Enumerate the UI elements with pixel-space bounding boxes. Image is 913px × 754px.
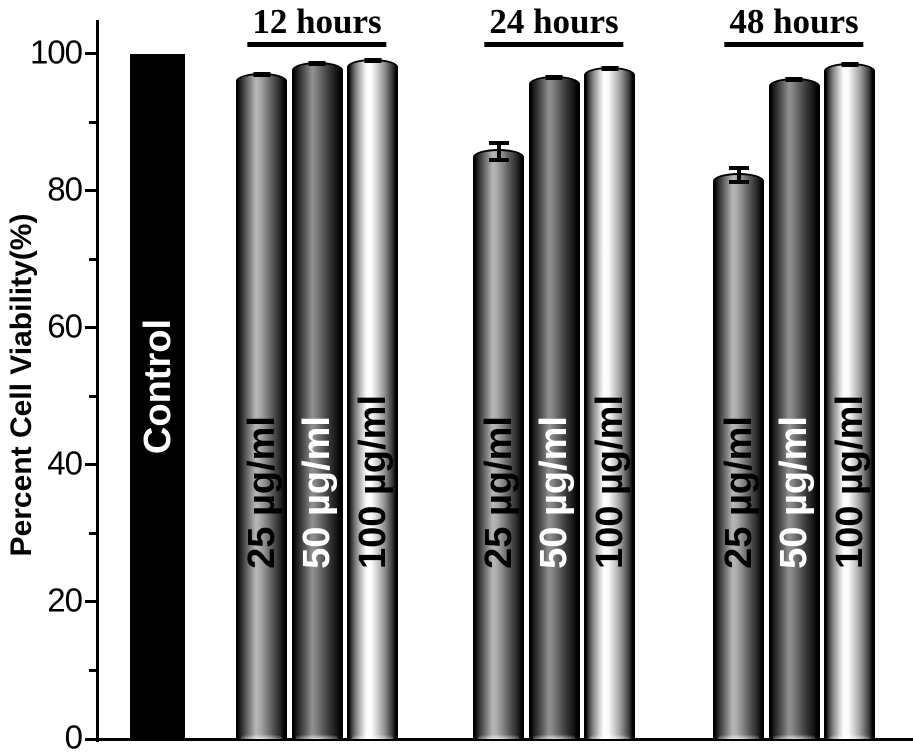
bar-label: 50 µg/ml	[533, 416, 575, 569]
y-axis-title: Percent Cell Viability(%)	[5, 213, 38, 557]
y-minor-tick	[89, 668, 97, 672]
y-tick-label: 0	[64, 718, 83, 754]
error-bar-cap	[545, 75, 563, 81]
group-header: 48 hours	[724, 3, 864, 47]
y-tick-label: 40	[47, 444, 83, 482]
y-major-tick	[85, 52, 97, 55]
bar-12-hours-100-µg-ml: 100 µg/ml	[347, 57, 398, 740]
y-minor-tick	[89, 531, 97, 535]
bar-48-hours-25-µg-ml: 25 µg/ml	[713, 165, 764, 740]
bar-24-hours-25-µg-ml: 25 µg/ml	[473, 140, 524, 739]
bar-label: 25 µg/ml	[717, 416, 760, 569]
error-bar-cap	[841, 62, 858, 68]
error-bar	[736, 167, 741, 182]
y-major-tick	[85, 326, 97, 330]
error-bar-cap	[728, 179, 749, 184]
bar-24-hours-50-µg-ml: 50 µg/ml	[528, 75, 580, 739]
bar-control-Control: Control	[130, 53, 185, 739]
y-tick-label: 60	[47, 307, 83, 345]
y-major-tick	[85, 463, 97, 467]
error-bar-cap	[253, 72, 270, 78]
y-major-tick	[85, 737, 97, 741]
y-major-tick	[85, 600, 97, 604]
bar-label: 25 µg/ml	[240, 416, 283, 569]
y-minor-tick	[89, 257, 97, 261]
bar-12-hours-50-µg-ml: 50 µg/ml	[291, 60, 343, 740]
error-bar-cap	[364, 57, 381, 63]
error-bar-cap	[488, 158, 509, 163]
y-tick-label: 80	[47, 170, 83, 208]
error-bar-cap	[308, 60, 326, 66]
bar-48-hours-50-µg-ml: 50 µg/ml	[768, 77, 820, 739]
x-axis-line	[95, 738, 913, 741]
bar-label: 100 µg/ml	[588, 395, 631, 569]
bar-label: Control	[136, 318, 179, 454]
bar-label: 25 µg/ml	[477, 416, 520, 569]
bar-12-hours-25-µg-ml: 25 µg/ml	[236, 72, 287, 739]
bar-label: 100 µg/ml	[828, 395, 871, 569]
bar-24-hours-100-µg-ml: 100 µg/ml	[584, 66, 635, 739]
bar-label: 50 µg/ml	[296, 416, 338, 569]
error-bar-cap	[601, 66, 618, 72]
error-bar-cap	[785, 77, 803, 83]
error-bar-cap	[488, 140, 509, 145]
group-header: 12 hours	[247, 3, 387, 47]
y-minor-tick	[89, 120, 97, 124]
y-major-tick	[85, 189, 97, 193]
bar-48-hours-100-µg-ml: 100 µg/ml	[824, 62, 875, 739]
y-tick-label: 100	[29, 32, 83, 70]
bar-label: 50 µg/ml	[773, 416, 815, 569]
y-axis-line	[96, 20, 99, 742]
y-tick-label: 20	[47, 581, 83, 619]
error-bar-cap	[728, 165, 749, 170]
y-minor-tick	[89, 394, 97, 398]
group-header: 24 hours	[484, 3, 624, 47]
error-bar	[496, 142, 501, 161]
bar-label: 100 µg/ml	[351, 395, 394, 569]
